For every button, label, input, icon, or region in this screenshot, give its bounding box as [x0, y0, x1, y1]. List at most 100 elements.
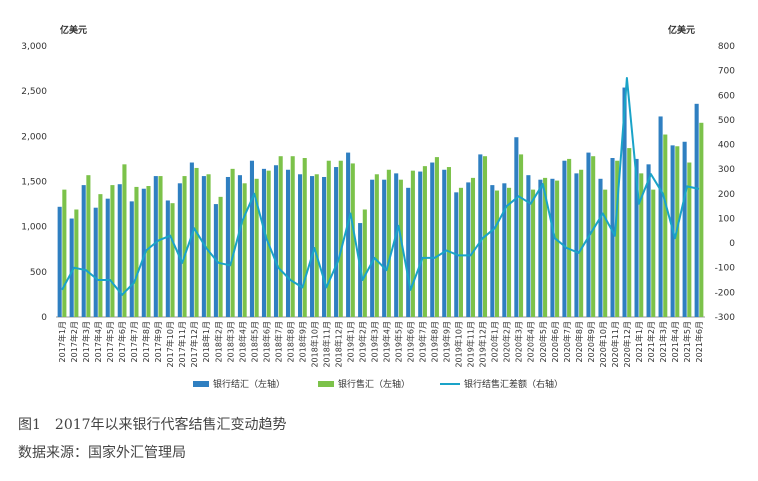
x-tick-label: 2018年3月 — [225, 321, 235, 362]
right-tick-label: -300 — [715, 313, 736, 323]
bar-settlement — [562, 160, 567, 317]
bar-sales — [410, 170, 415, 317]
bar-sales — [458, 187, 464, 317]
bar-sales — [350, 163, 355, 317]
line-series — [61, 77, 700, 296]
bar-settlement — [105, 198, 110, 317]
x-tick-label: 2021年4月 — [670, 321, 680, 362]
x-tick-label: 2017年1月 — [57, 321, 67, 362]
bar-settlement — [430, 162, 435, 317]
x-tick-label: 2019年7月 — [418, 321, 428, 362]
bar-sales — [86, 175, 91, 317]
x-tick-label: 2018年2月 — [213, 321, 223, 362]
bar-sales — [182, 176, 187, 317]
bar-settlement — [442, 169, 447, 317]
bar-sales — [615, 160, 620, 317]
bar-settlement — [225, 176, 230, 317]
bar-sales — [74, 209, 79, 317]
bar-sales — [134, 186, 139, 317]
bar-settlement — [586, 152, 591, 317]
bar-settlement — [93, 207, 98, 317]
bar-settlement — [682, 141, 687, 317]
bar-settlement — [658, 116, 663, 318]
bar-sales — [146, 186, 151, 317]
bar-sales — [603, 189, 608, 317]
bar-sales — [627, 148, 632, 317]
bar-settlement — [273, 165, 279, 317]
bar-settlement — [297, 174, 303, 317]
x-tick-label: 2018年8月 — [285, 321, 295, 362]
bar-settlement — [622, 87, 627, 317]
x-tick-label: 2018年11月 — [321, 321, 331, 368]
bar-sales — [158, 176, 163, 317]
bar-sales — [302, 158, 307, 317]
bar-sales — [374, 174, 379, 317]
bar-sales — [434, 157, 439, 317]
x-tick-label: 2018年12月 — [333, 321, 343, 368]
x-tick-label: 2017年11月 — [177, 321, 187, 368]
bar-sales — [519, 154, 524, 317]
left-tick-label: 3,000 — [21, 42, 47, 52]
bar-sales — [122, 164, 127, 317]
x-tick-label: 2019年6月 — [406, 321, 416, 362]
bar-sales — [687, 162, 692, 317]
bar-settlement — [165, 200, 170, 317]
right-tick-label: 700 — [718, 67, 735, 77]
x-tick-label: 2019年8月 — [430, 321, 440, 362]
bar-settlement — [406, 187, 411, 317]
x-tick-label: 2018年6月 — [261, 321, 271, 362]
bar-sales — [338, 160, 343, 317]
right-tick-label: 500 — [718, 116, 735, 126]
left-axis-unit: 亿美元 — [60, 24, 87, 36]
bar-settlement — [574, 173, 579, 317]
x-tick-label: 2021年1月 — [634, 321, 644, 362]
bar-sales — [579, 169, 584, 317]
bar-settlement — [129, 201, 134, 317]
bar-settlement — [514, 137, 519, 317]
right-tick-label: -200 — [715, 288, 736, 298]
x-tick-label: 2020年3月 — [514, 321, 524, 362]
x-tick-label: 2017年5月 — [105, 321, 115, 362]
x-tick-label: 2017年6月 — [117, 321, 127, 362]
x-tick-label: 2019年3月 — [370, 321, 380, 362]
x-tick-label: 2019年1月 — [346, 321, 356, 362]
right-tick-label: 400 — [718, 141, 735, 151]
x-tick-label: 2020年6月 — [550, 321, 560, 362]
x-tick-label: 2020年4月 — [526, 321, 536, 362]
bar-settlement — [646, 164, 651, 317]
bar-sales — [254, 178, 259, 317]
legend-label-settlement: 银行结汇（左轴） — [213, 378, 285, 390]
bar-sales — [110, 185, 115, 317]
bar-settlement — [370, 179, 375, 317]
x-tick-label: 2018年5月 — [249, 321, 259, 362]
data-source: 数据来源：国家外汇管理局 — [18, 445, 186, 461]
bar-settlement — [526, 175, 531, 317]
x-tick-label: 2020年1月 — [490, 321, 500, 362]
bar-settlement — [394, 173, 399, 317]
right-tick-label: 100 — [718, 214, 735, 224]
x-tick-label: 2017年8月 — [141, 321, 151, 362]
x-tick-label: 2018年1月 — [201, 321, 211, 362]
bar-sales — [386, 169, 391, 317]
bar-sales — [651, 189, 656, 317]
legend: 银行结汇（左轴） 银行售汇（左轴） 银行结售汇差额（右轴） — [193, 378, 563, 390]
bar-series — [57, 87, 704, 318]
left-tick-label: 1,000 — [21, 223, 47, 233]
x-tick-label: 2019年12月 — [478, 321, 488, 368]
bar-sales — [206, 174, 211, 317]
bar-settlement — [189, 162, 194, 317]
x-tick-label: 2020年2月 — [502, 321, 512, 362]
x-tick-label: 2020年12月 — [622, 321, 632, 368]
x-tick-label: 2019年10月 — [454, 321, 464, 368]
bar-settlement — [201, 176, 206, 317]
bar-sales — [543, 177, 548, 317]
bar-sales — [218, 196, 223, 317]
bar-sales — [470, 177, 476, 317]
bar-sales — [242, 183, 247, 317]
x-tick-label: 2021年2月 — [646, 321, 656, 362]
bar-sales — [591, 156, 596, 317]
bar-settlement — [598, 178, 603, 317]
left-tick-label: 2,000 — [21, 132, 47, 142]
figure-caption: 图1 2017年以来银行代客结售汇变动趋势 — [18, 417, 287, 433]
right-tick-label: 200 — [718, 190, 735, 200]
